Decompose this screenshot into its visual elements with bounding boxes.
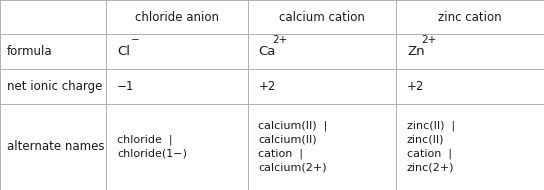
Text: zinc(II)  |
zinc(II)
cation  |
zinc(2+): zinc(II) | zinc(II) cation | zinc(2+) xyxy=(407,121,455,173)
Text: 2+: 2+ xyxy=(421,35,436,45)
Text: formula: formula xyxy=(7,45,52,58)
Text: calcium cation: calcium cation xyxy=(279,11,364,24)
Text: −1: −1 xyxy=(117,80,134,93)
Text: +2: +2 xyxy=(407,80,424,93)
Text: +2: +2 xyxy=(258,80,276,93)
Text: −: − xyxy=(131,35,140,45)
Text: Cl: Cl xyxy=(117,45,130,58)
Text: chloride anion: chloride anion xyxy=(135,11,219,24)
Text: Zn: Zn xyxy=(407,45,424,58)
Text: net ionic charge: net ionic charge xyxy=(7,80,102,93)
Text: zinc cation: zinc cation xyxy=(438,11,502,24)
Text: Ca: Ca xyxy=(258,45,276,58)
Text: alternate names: alternate names xyxy=(7,140,104,153)
Text: 2+: 2+ xyxy=(273,35,288,45)
Text: chloride  |
chloride(1−): chloride | chloride(1−) xyxy=(117,135,187,159)
Text: calcium(II)  |
calcium(II)
cation  |
calcium(2+): calcium(II) | calcium(II) cation | calci… xyxy=(258,121,327,173)
